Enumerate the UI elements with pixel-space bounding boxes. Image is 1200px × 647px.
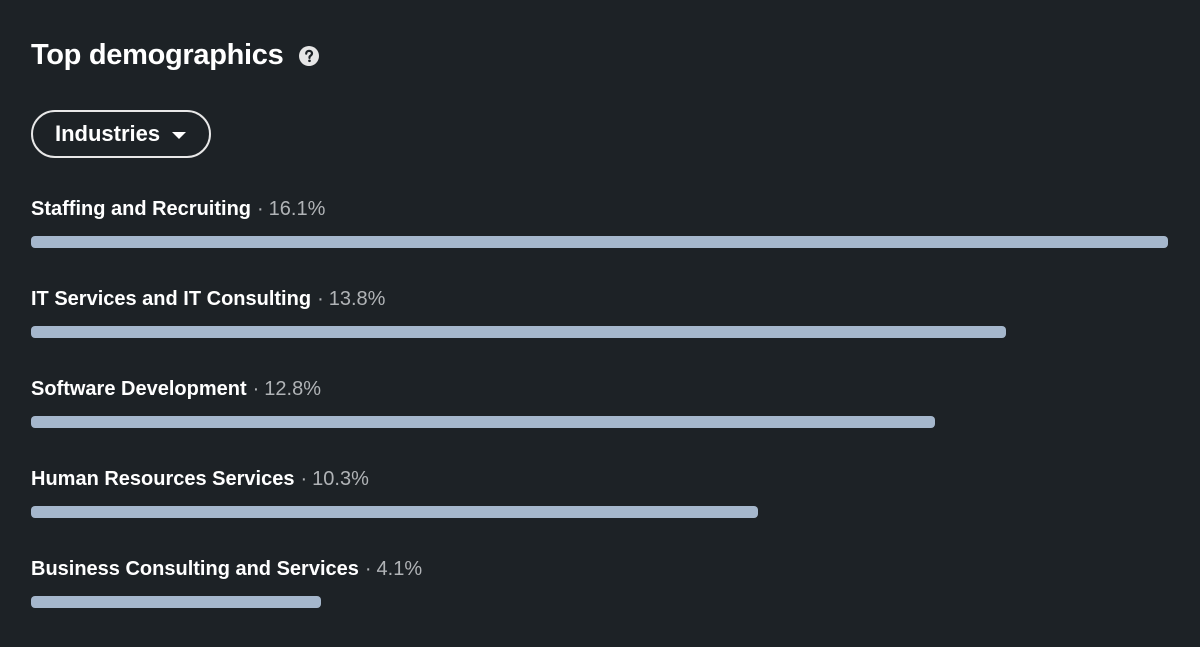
industry-name: Staffing and Recruiting — [31, 198, 251, 220]
question-circle-icon[interactable] — [299, 46, 320, 66]
industries-dropdown[interactable]: Industries — [31, 110, 212, 158]
bar-track — [31, 596, 1168, 608]
industry-name: Software Development — [31, 378, 247, 400]
industry-label: Human Resources Services · 10.3% — [31, 466, 1168, 492]
bar-track — [31, 236, 1168, 248]
separator-dot: · — [257, 198, 264, 220]
industry-row: Business Consulting and Services · 4.1% — [31, 556, 1168, 646]
industry-label: Business Consulting and Services · 4.1% — [31, 556, 1168, 582]
industry-percentage: 12.8% — [264, 378, 321, 400]
industry-bar — [31, 326, 1006, 338]
caret-down-icon — [172, 131, 187, 139]
bar-track — [31, 506, 1168, 518]
industry-percentage: 13.8% — [328, 288, 386, 310]
bar-track — [31, 326, 1168, 338]
industry-bar — [31, 506, 758, 518]
separator-dot: · — [364, 558, 372, 580]
industry-percentage: 4.1% — [376, 558, 423, 580]
industry-row: Software Development · 12.8% — [31, 376, 1168, 466]
industry-bar — [31, 236, 1168, 248]
industry-name: Business Consulting and Services — [31, 558, 359, 580]
industry-label: IT Services and IT Consulting · 13.8% — [31, 286, 1168, 312]
industry-percentage: 10.3% — [312, 468, 369, 490]
dropdown-label: Industries — [55, 121, 161, 146]
industry-bar — [31, 596, 321, 608]
separator-dot: · — [252, 378, 260, 400]
industry-percentage: 16.1% — [268, 198, 326, 220]
industry-row: Staffing and Recruiting · 16.1% — [31, 196, 1168, 286]
separator-dot: · — [300, 468, 308, 490]
card-header: Top demographics — [31, 36, 320, 74]
industry-label: Staffing and Recruiting · 16.1% — [31, 196, 1168, 222]
bar-track — [31, 416, 1168, 428]
card-title: Top demographics — [31, 38, 284, 71]
industry-bar — [31, 416, 935, 428]
industry-name: Human Resources Services — [31, 468, 295, 490]
industries-bar-chart: Staffing and Recruiting · 16.1% IT Services… — [31, 196, 1168, 646]
separator-dot: · — [317, 288, 324, 310]
industry-label: Software Development · 12.8% — [31, 376, 1168, 402]
industry-row: IT Services and IT Consulting · 13.8% — [31, 286, 1168, 376]
industry-row: Human Resources Services · 10.3% — [31, 466, 1168, 556]
industry-name: IT Services and IT Consulting — [31, 288, 312, 310]
